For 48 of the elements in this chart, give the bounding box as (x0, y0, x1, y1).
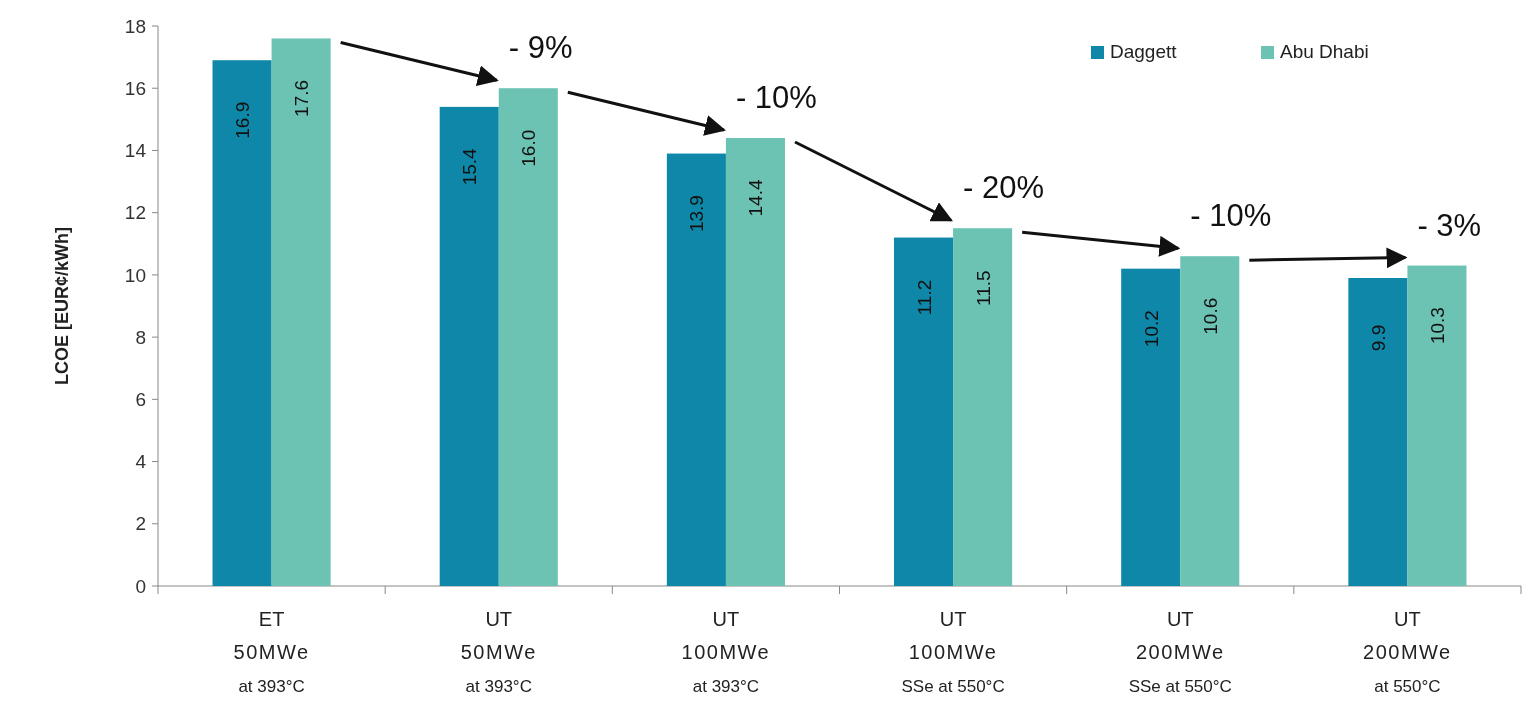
data-label: 11.2 (913, 279, 935, 316)
bar (953, 228, 1013, 586)
data-label: 16.0 (518, 129, 540, 167)
x-tick-label: UT 50MWe at 393°C (460, 608, 537, 696)
y-tick-label: 12 (124, 202, 146, 224)
data-label: 13.9 (686, 195, 708, 233)
y-axis-title: LCOE [EUR¢/kWh] (52, 226, 72, 386)
bar (212, 60, 272, 586)
y-tick-label: 2 (135, 513, 146, 535)
y-tick-label: 4 (135, 451, 147, 473)
annotation: - 3% (1417, 207, 1482, 243)
y-tick-label: 18 (124, 15, 146, 37)
data-label: 16.9 (232, 101, 254, 139)
bar (1180, 256, 1240, 586)
annotation: - 10% (735, 80, 817, 115)
x-tick-label: UT 100MWe at 393°C (681, 608, 771, 696)
data-label: 10.6 (1199, 297, 1221, 335)
annotation: - 10% (1190, 198, 1272, 234)
bar (1407, 265, 1467, 586)
x-tick-label: ET 50MWe at 393°C (233, 608, 310, 696)
data-label: 14.4 (745, 179, 767, 217)
x-tick-label: UT 200MWe SSe at 550°C (1128, 608, 1232, 696)
x-tick-label: UT 100MWe SSe at 550°C (901, 608, 1005, 696)
bar (1121, 268, 1181, 586)
data-label: 10.2 (1140, 310, 1162, 348)
annotation: - 9% (508, 30, 573, 66)
data-label: 10.3 (1426, 307, 1448, 345)
bar (271, 38, 331, 586)
y-tick-label: 14 (124, 140, 147, 162)
data-label: 15.4 (459, 147, 481, 186)
legend-label: Abu Dhabi (1280, 41, 1369, 62)
y-tick-label: 16 (124, 77, 146, 99)
data-label: 9.9 (1367, 324, 1389, 352)
bar (439, 106, 499, 586)
bar (498, 88, 558, 586)
data-label: 11.5 (972, 270, 994, 307)
bar (894, 237, 954, 586)
y-tick-label: 0 (135, 575, 146, 597)
annotation: - 20% (963, 170, 1045, 206)
y-tick-label: 10 (124, 264, 146, 286)
x-tick-label: UT 200MWe at 550°C (1363, 608, 1452, 696)
legend-label: Daggett (1110, 41, 1178, 62)
y-tick-label: 6 (135, 388, 146, 410)
data-label: 17.6 (291, 79, 313, 117)
bar (1348, 278, 1408, 586)
y-tick-label: 8 (135, 326, 146, 348)
bar (666, 153, 726, 586)
bar (725, 138, 785, 586)
